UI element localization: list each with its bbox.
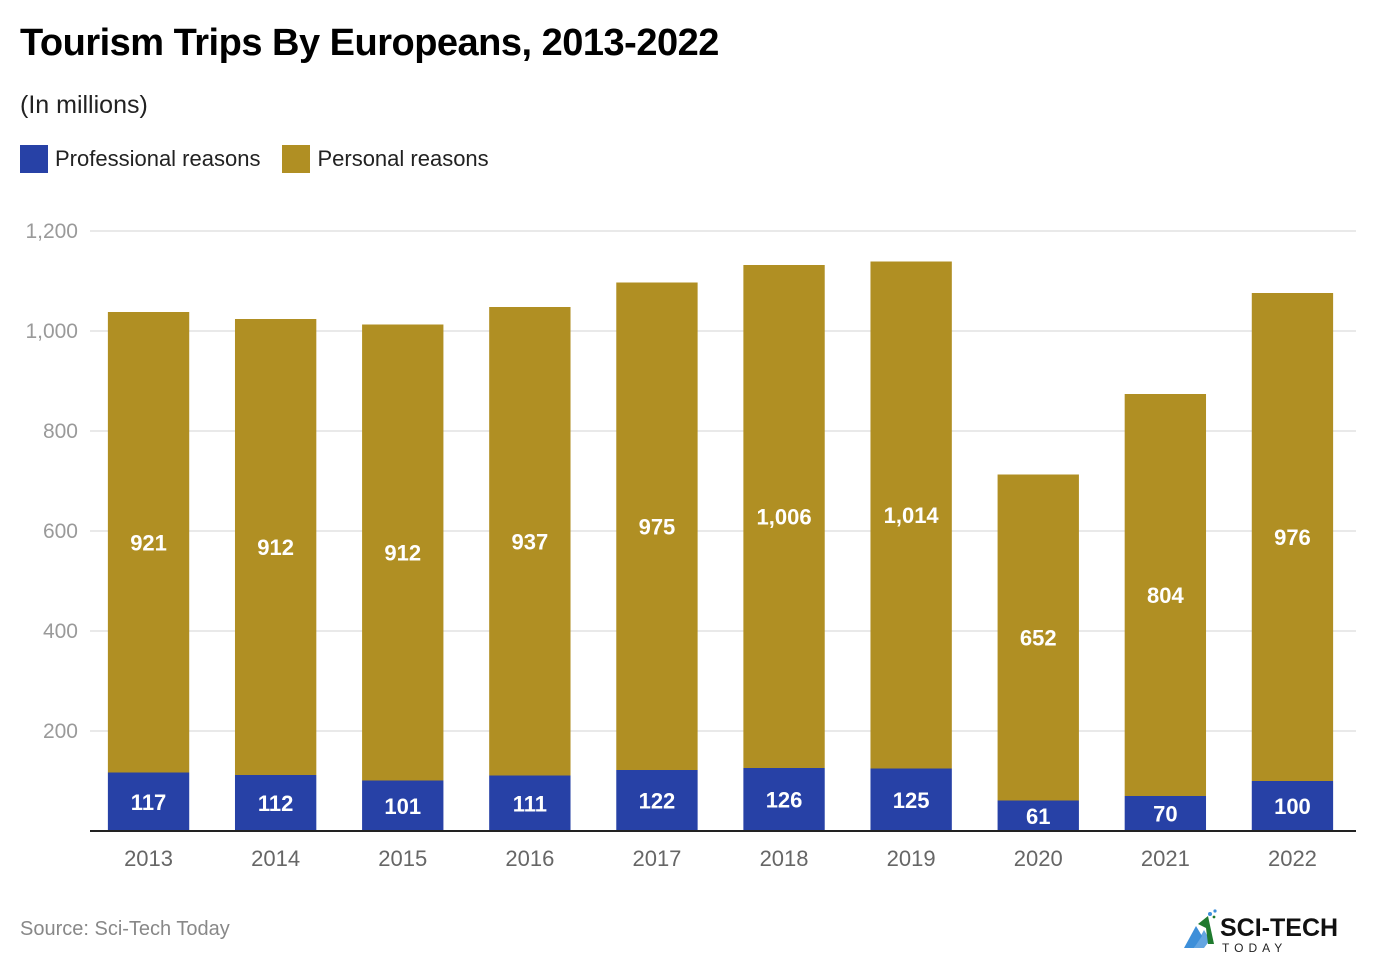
data-label-professional: 117: [131, 790, 167, 815]
legend: Professional reasons Personal reasons: [20, 145, 511, 173]
x-tick-label: 2013: [124, 846, 173, 871]
bar-personal: [997, 474, 1079, 801]
x-tick-label: 2019: [887, 846, 936, 871]
bar-personal: [870, 261, 952, 769]
y-tick-label: 1,000: [25, 320, 78, 343]
bar-professional: [234, 775, 317, 831]
y-tick-label: 200: [43, 720, 78, 743]
data-label-personal: 912: [384, 541, 421, 566]
data-label-personal: 804: [1147, 583, 1184, 608]
bar-professional: [362, 780, 444, 831]
data-label-professional: 101: [384, 794, 421, 819]
bar-professional: [616, 770, 698, 831]
logo-mark-icon: [1184, 909, 1217, 948]
x-tick-label: 2017: [632, 846, 681, 871]
legend-label-professional: Professional reasons: [55, 146, 261, 171]
data-label-professional: 125: [893, 788, 930, 813]
bar-personal: [743, 265, 825, 768]
legend-label-personal: Personal reasons: [317, 146, 489, 171]
data-label-professional: 111: [513, 791, 547, 816]
bar-personal: [616, 282, 698, 770]
data-label-professional: 100: [1274, 794, 1311, 819]
x-tick-label: 2022: [1268, 846, 1317, 871]
bar-personal: [1251, 293, 1334, 781]
data-label-professional: 61: [1026, 804, 1050, 829]
data-label-personal: 1,006: [757, 505, 812, 530]
x-tick-label: 2018: [760, 846, 809, 871]
chart-subtitle: (In millions): [20, 91, 148, 119]
data-label-personal: 921: [130, 530, 167, 555]
bar-personal: [1124, 394, 1207, 796]
bar-professional: [1124, 796, 1207, 831]
chart-title: Tourism Trips By Europeans, 2013-2022: [20, 22, 719, 64]
data-label-personal: 1,014: [884, 503, 940, 528]
data-label-professional: 70: [1153, 802, 1177, 827]
source-note: Source: Sci-Tech Today: [20, 918, 230, 940]
x-tick-label: 2014: [251, 846, 300, 871]
bar-professional: [1251, 781, 1334, 831]
data-label-personal: 937: [511, 529, 548, 554]
data-label-professional: 126: [766, 788, 803, 813]
sci-tech-today-logo: SCI-TECH TODAY: [1180, 906, 1360, 956]
x-tick-label: 2016: [505, 846, 554, 871]
data-label-professional: 122: [639, 789, 676, 814]
bar-professional: [997, 800, 1079, 831]
y-tick-label: 800: [43, 420, 78, 443]
data-label-personal: 652: [1020, 626, 1057, 651]
data-label-personal: 912: [257, 535, 294, 560]
x-tick-label: 2021: [1141, 846, 1190, 871]
y-tick-label: 600: [43, 520, 78, 543]
bar-personal: [489, 307, 571, 776]
legend-item-professional: Professional reasons: [20, 145, 260, 173]
bar-professional: [870, 768, 952, 831]
data-label-professional: 112: [258, 791, 294, 816]
data-label-personal: 975: [639, 514, 676, 539]
logo-subtext: TODAY: [1222, 941, 1287, 955]
x-tick-label: 2020: [1014, 846, 1063, 871]
bar-professional: [743, 768, 825, 831]
legend-item-personal: Personal reasons: [282, 145, 489, 173]
bar-professional: [107, 772, 190, 831]
legend-swatch-personal: [282, 145, 311, 173]
x-tick-label: 2015: [378, 846, 427, 871]
bar-personal: [362, 324, 444, 781]
y-tick-label: 1,200: [25, 220, 78, 243]
data-label-personal: 976: [1274, 525, 1311, 550]
y-tick-label: 400: [43, 620, 78, 643]
bar-personal: [107, 312, 190, 773]
logo-text: SCI-TECH: [1220, 914, 1338, 942]
bar-personal: [234, 319, 317, 775]
bar-professional: [489, 775, 571, 831]
legend-swatch-professional: [20, 145, 48, 173]
